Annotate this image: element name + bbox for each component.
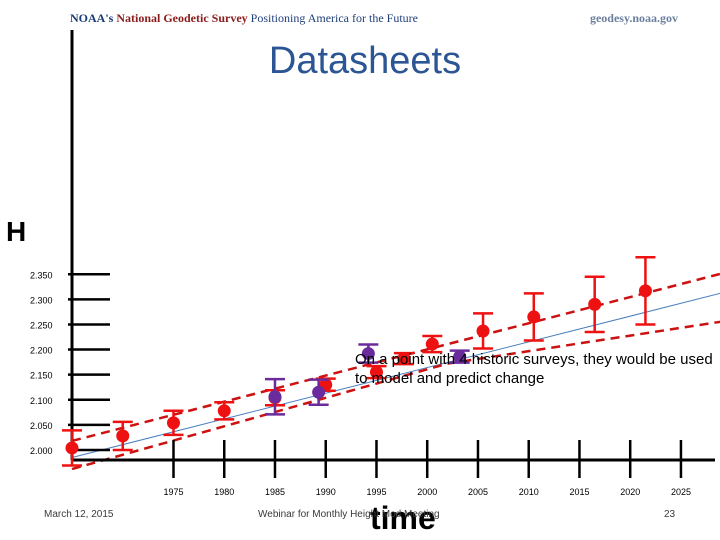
x-tick-label: 2000	[417, 487, 437, 497]
purple-data-point	[453, 350, 467, 364]
y-tick-label: 2.100	[30, 396, 53, 406]
envelope-lower-line	[71, 320, 720, 470]
chart-marks	[62, 255, 656, 467]
slide-header: NOAA's National Geodetic Survey Position…	[0, 0, 720, 40]
red-data-point	[638, 284, 652, 298]
red-data-point	[425, 337, 439, 351]
chart-axes: 2.350 2.300 2.250 2.200 2.150 2.100 2.050 2.000…	[30, 30, 715, 497]
x-tick-label: 2015	[569, 487, 589, 497]
red-data-point	[527, 310, 541, 324]
y-tick-label: 2.050	[30, 421, 53, 431]
y-tick-label: 2.150	[30, 371, 53, 381]
red-data-point	[369, 365, 383, 379]
x-tick-label: 1985	[265, 487, 285, 497]
red-data-point	[588, 297, 602, 311]
x-tick-label: 1990	[316, 487, 336, 497]
x-tick-label: 1975	[163, 487, 183, 497]
header-org-banner: NOAA's National Geodetic Survey Position…	[70, 11, 418, 26]
x-tick-label: 2020	[620, 487, 640, 497]
y-tick-label: 2.000	[30, 446, 53, 456]
x-tick-label: 1980	[214, 487, 234, 497]
purple-data-point	[268, 390, 282, 404]
y-tick-label: 2.200	[30, 346, 53, 356]
footer-date: March 12, 2015	[44, 509, 114, 520]
red-data-point	[166, 416, 180, 430]
x-tick-label: 2025	[671, 487, 691, 497]
header-site: geodesy.noaa.gov	[589, 11, 678, 25]
purple-data-point	[312, 385, 326, 399]
y-tick-label: 2.300	[30, 295, 53, 305]
red-data-point	[397, 352, 411, 366]
footer-event: Webinar for Monthly Height Mod Meeting	[258, 509, 440, 520]
y-axis-label: H	[6, 216, 27, 247]
red-data-point	[476, 324, 490, 338]
red-data-point	[116, 429, 130, 443]
y-tick-label: 2.250	[30, 320, 53, 330]
header-org: NOAA's	[70, 11, 114, 25]
x-axis-label: time	[370, 500, 436, 536]
red-data-point	[65, 441, 79, 455]
x-tick-label: 2010	[519, 487, 539, 497]
trend-line	[71, 292, 720, 458]
header-tagline: Positioning America for the Future	[250, 11, 418, 25]
red-data-point	[217, 404, 231, 418]
y-tick-label: 2.350	[30, 270, 53, 280]
header-survey-name: National Geodetic Survey	[116, 11, 248, 25]
annotation-text: On a point with 4 historic surveys, they…	[355, 351, 713, 387]
x-tick-label: 2005	[468, 487, 488, 497]
x-tick-label: 1995	[366, 487, 386, 497]
slide-title: Datasheets	[268, 40, 462, 82]
purple-data-point	[361, 347, 375, 361]
footer-page-number: 23	[664, 509, 676, 520]
